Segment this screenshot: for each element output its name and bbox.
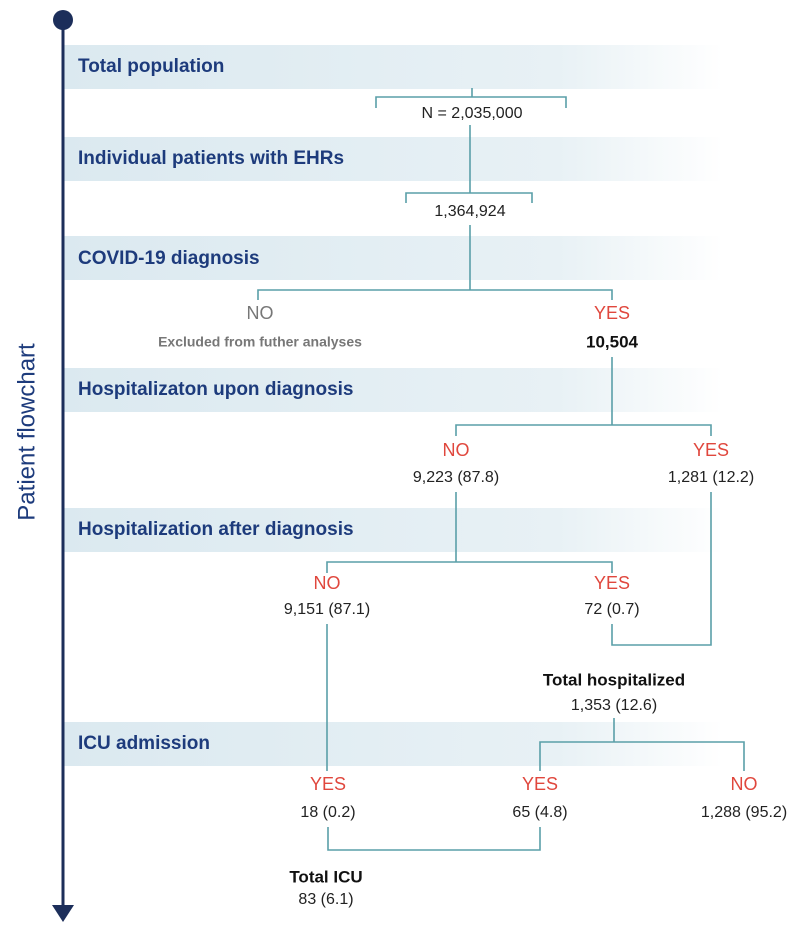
node-label: YES — [522, 774, 558, 794]
stage-title: COVID-19 diagnosis — [78, 248, 260, 269]
band — [63, 368, 723, 412]
node-value: N = 2,035,000 — [422, 105, 523, 122]
node-label: YES — [594, 303, 630, 323]
band — [63, 722, 723, 766]
node-value: 72 (0.7) — [584, 601, 639, 618]
node-label: YES — [594, 573, 630, 593]
node-label: Total hospitalized — [543, 670, 685, 689]
node-value: 83 (6.1) — [298, 891, 353, 908]
node-value: 9,223 (87.8) — [413, 469, 499, 486]
node-label: NO — [443, 440, 470, 460]
node-note: Excluded from futher analyses — [158, 334, 362, 350]
node-label: Total ICU — [289, 867, 362, 886]
node-label: YES — [310, 774, 346, 794]
node-value: 1,353 (12.6) — [571, 697, 657, 714]
timeline-axis — [52, 10, 74, 922]
side-label: Patient flowchart — [13, 343, 40, 521]
node-label: NO — [247, 303, 274, 323]
band — [63, 45, 723, 89]
node-value: 9,151 (87.1) — [284, 601, 370, 618]
node-value: 10,504 — [586, 332, 639, 351]
band — [63, 508, 723, 552]
node-value: 1,281 (12.2) — [668, 469, 754, 486]
band — [63, 236, 723, 280]
node-value: 65 (4.8) — [512, 804, 567, 821]
node-value: 1,364,924 — [434, 203, 505, 220]
stage-bands — [63, 45, 723, 766]
node-label: YES — [693, 440, 729, 460]
node-label: NO — [314, 573, 341, 593]
stage-title: Individual patients with EHRs — [78, 148, 344, 169]
node-value: 18 (0.2) — [300, 804, 355, 821]
band — [63, 137, 723, 181]
stage-title: Hospitalization after diagnosis — [78, 519, 354, 540]
connectors — [257, 88, 745, 851]
stage-title: Hospitalizaton upon diagnosis — [78, 379, 354, 400]
node-value: 1,288 (95.2) — [701, 804, 787, 821]
node-label: NO — [731, 774, 758, 794]
stage-title: ICU admission — [78, 733, 210, 754]
stage-title: Total population — [78, 56, 224, 77]
